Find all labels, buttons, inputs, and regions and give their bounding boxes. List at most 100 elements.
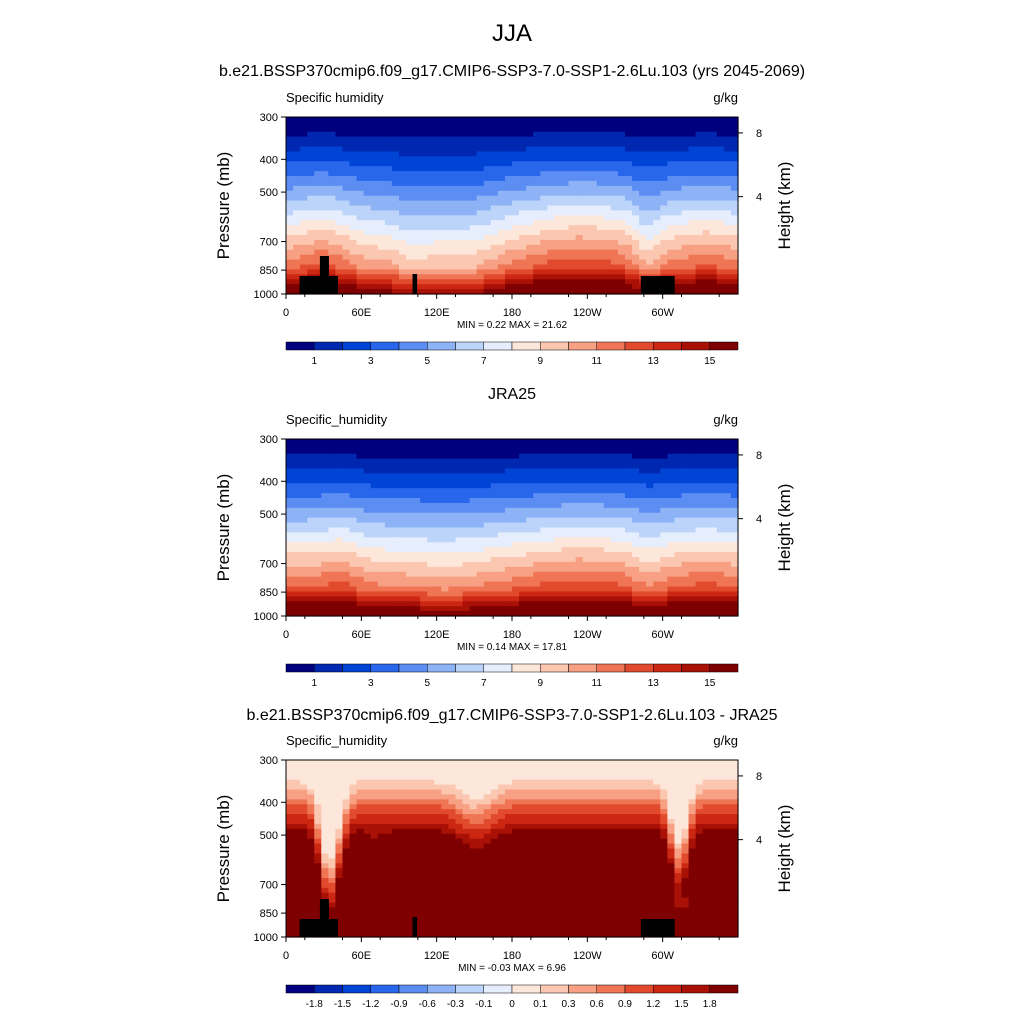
field-cell [561,220,570,226]
field-cell [384,512,393,519]
field-cell [497,532,506,538]
field-cell [455,586,464,593]
field-cell [391,611,400,617]
field-cell [610,517,619,524]
field-cell [526,156,534,162]
field-cell [526,586,534,593]
field-cell [674,195,683,202]
field-cell [716,591,725,597]
field-cell [730,185,739,192]
field-cell [582,259,591,266]
field-cell [328,611,337,617]
field-cell [399,180,407,187]
field-cell [575,439,584,445]
field-cell [716,552,725,558]
field-cell [582,264,591,271]
field-cell [321,769,329,776]
field-cell [504,151,513,157]
field-cell [667,185,676,192]
field-cell [519,220,527,226]
field-cell [688,571,697,578]
field-cell [540,493,548,499]
field-cell [377,185,386,192]
colorbar-swatch [596,341,626,351]
field-cell [709,146,718,153]
field-cell [667,493,676,499]
field-cell [342,606,351,612]
field-cell [286,190,294,197]
field-cell [490,606,499,612]
field-cell [455,190,464,197]
field-cell [660,235,668,241]
field-cell [349,571,358,578]
field-cell [554,121,563,128]
field-cell [391,254,400,261]
field-cell [314,185,322,192]
field-cell [632,146,640,153]
field-cell [526,259,534,266]
field-cell [307,151,315,157]
field-cell [434,215,442,221]
field-cell [681,493,690,499]
field-cell [321,764,329,771]
field-cell [363,264,372,271]
field-cell [716,473,725,479]
field-cell [490,458,499,465]
field-cell [547,235,555,241]
field-cell [483,235,492,241]
field-cell [702,244,711,251]
field-cell [300,254,308,261]
field-cell [406,269,414,275]
panel-1: Specific humidity g/kg0 60E 120E 180 120W 60W3… [214,90,794,367]
field-cell [716,493,725,499]
field-cell [547,443,555,450]
field-cell [716,225,725,231]
field-cell [653,448,661,455]
field-cell [617,561,626,568]
field-cell [349,547,358,553]
field-cell [639,552,647,558]
field-cell [455,557,464,563]
field-cell [293,902,301,909]
field-cell [483,586,492,593]
field-cell [695,274,704,280]
field-cell [349,146,358,153]
field-cell [300,794,308,800]
field-cell [377,171,386,177]
field-cell [610,561,619,568]
field-cell [709,443,718,450]
field-cell [561,235,570,241]
field-cell [504,195,513,202]
field-cell [469,547,478,553]
field-cell [370,542,379,548]
field-cell [730,289,739,295]
field-cell [519,171,527,177]
field-cell [639,542,647,548]
field-cell [610,279,619,285]
field-cell [547,249,555,256]
field-cell [561,532,570,538]
field-cell [476,269,485,275]
field-cell [490,269,499,275]
field-cell [504,205,513,212]
field-cell [674,502,683,509]
field-cell [568,117,577,123]
field-cell [342,239,351,246]
panel-3: Specific_humidity g/kg0 60E 120E 180 120W 60W3… [214,733,794,1010]
field-cell [448,566,457,573]
field-cell [427,596,435,602]
field-cell [582,439,591,445]
field-cell [589,606,598,612]
field-cell [547,512,555,519]
field-cell [335,171,344,177]
field-cell [596,547,605,553]
field-cell [554,254,563,261]
field-cell [342,244,351,251]
field-cell [483,146,492,153]
field-cell [490,195,499,202]
field-cell [589,180,598,187]
field-cell [625,239,633,246]
field-cell [335,190,344,197]
field-cell [462,591,471,597]
field-cell [483,488,492,494]
